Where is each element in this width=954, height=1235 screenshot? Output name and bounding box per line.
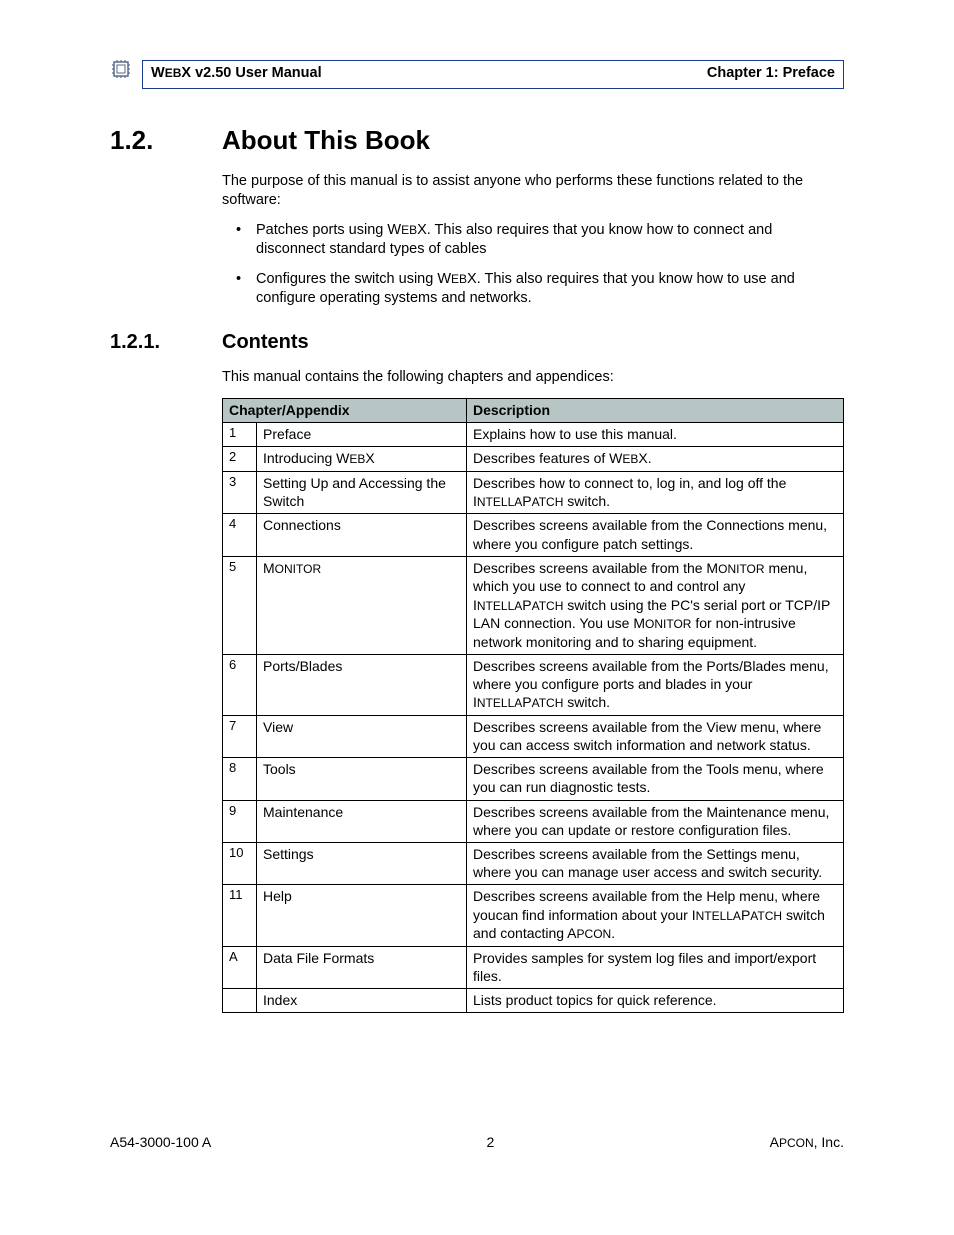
footer-company: APCON, Inc. — [770, 1133, 844, 1152]
table-row: 4ConnectionsDescribes screens available … — [223, 514, 844, 556]
section-body: The purpose of this manual is to assist … — [222, 172, 844, 309]
chip-icon — [108, 56, 134, 82]
cell-chapter-title: Introducing WEBX — [257, 446, 467, 471]
table-row: 2Introducing WEBXDescribes features of W… — [223, 446, 844, 471]
cell-description: Describes screens available from the Set… — [467, 842, 844, 884]
table-row: 1PrefaceExplains how to use this manual. — [223, 422, 844, 446]
table-row: IndexLists product topics for quick refe… — [223, 989, 844, 1013]
table-row: 9MaintenanceDescribes screens available … — [223, 800, 844, 842]
cell-chapter-title: View — [257, 715, 467, 757]
cell-chapter-title: Data File Formats — [257, 946, 467, 988]
cell-chapter-number: 3 — [223, 471, 257, 514]
cell-chapter-title: Tools — [257, 758, 467, 800]
table-row: 5MONITORDescribes screens available from… — [223, 556, 844, 654]
cell-chapter-title: Help — [257, 885, 467, 946]
cell-chapter-number: 6 — [223, 654, 257, 715]
cell-description: Describes screens available from the Mai… — [467, 800, 844, 842]
cell-description: Explains how to use this manual. — [467, 422, 844, 446]
contents-table: Chapter/Appendix Description 1PrefaceExp… — [222, 398, 844, 1014]
table-row: 3Setting Up and Accessing the SwitchDesc… — [223, 471, 844, 514]
cell-chapter-title: Connections — [257, 514, 467, 556]
table-header-row: Chapter/Appendix Description — [223, 398, 844, 422]
cell-chapter-number: 4 — [223, 514, 257, 556]
list-item: Patches ports using WEBX. This also requ… — [222, 221, 844, 260]
cell-description: Lists product topics for quick reference… — [467, 989, 844, 1013]
cell-chapter-number: 8 — [223, 758, 257, 800]
cell-description: Describes screens available from the Too… — [467, 758, 844, 800]
page-header: WEBX v2.50 User Manual Chapter 1: Prefac… — [110, 60, 844, 89]
cell-chapter-number: 7 — [223, 715, 257, 757]
intro-paragraph: The purpose of this manual is to assist … — [222, 172, 844, 211]
page-footer: A54-3000-100 A 2 APCON, Inc. — [110, 1133, 844, 1152]
section-title-text: About This Book — [222, 125, 430, 155]
cell-chapter-title: Settings — [257, 842, 467, 884]
cell-chapter-number: 1 — [223, 422, 257, 446]
subsection-heading: 1.2.1.Contents — [110, 329, 844, 356]
cell-description: Describes features of WEBX. — [467, 446, 844, 471]
cell-chapter-number: 10 — [223, 842, 257, 884]
col-header-chapter: Chapter/Appendix — [223, 398, 467, 422]
table-row: 11HelpDescribes screens available from t… — [223, 885, 844, 946]
table-row: 6Ports/BladesDescribes screens available… — [223, 654, 844, 715]
cell-description: Describes screens available from the Hel… — [467, 885, 844, 946]
section-heading: 1.2.About This Book — [110, 123, 844, 158]
cell-chapter-title: Preface — [257, 422, 467, 446]
cell-chapter-title: Setting Up and Accessing the Switch — [257, 471, 467, 514]
bullet-list: Patches ports using WEBX. This also requ… — [222, 221, 844, 309]
table-row: 7ViewDescribes screens available from th… — [223, 715, 844, 757]
footer-page-number: 2 — [487, 1133, 495, 1152]
cell-description: Describes screens available from the Vie… — [467, 715, 844, 757]
cell-chapter-number: 9 — [223, 800, 257, 842]
table-row: 10SettingsDescribes screens available fr… — [223, 842, 844, 884]
cell-description: Describes how to connect to, log in, and… — [467, 471, 844, 514]
header-right: Chapter 1: Preface — [707, 64, 835, 84]
table-row: AData File FormatsProvides samples for s… — [223, 946, 844, 988]
subsection-body: This manual contains the following chapt… — [222, 368, 844, 1013]
cell-chapter-number: 2 — [223, 446, 257, 471]
cell-description: Describes screens available from the MON… — [467, 556, 844, 654]
table-row: 8ToolsDescribes screens available from t… — [223, 758, 844, 800]
subsection-number: 1.2.1. — [110, 329, 222, 356]
cell-chapter-title: MONITOR — [257, 556, 467, 654]
cell-chapter-number: A — [223, 946, 257, 988]
cell-chapter-number — [223, 989, 257, 1013]
subsection-intro: This manual contains the following chapt… — [222, 368, 844, 388]
footer-doc-id: A54-3000-100 A — [110, 1133, 211, 1152]
subsection-title-text: Contents — [222, 331, 309, 353]
cell-chapter-number: 5 — [223, 556, 257, 654]
cell-description: Provides samples for system log files an… — [467, 946, 844, 988]
list-item: Configures the switch using WEBX. This a… — [222, 270, 844, 309]
cell-chapter-number: 11 — [223, 885, 257, 946]
header-left: WEBX v2.50 User Manual — [151, 64, 322, 84]
section-number: 1.2. — [110, 123, 222, 158]
cell-chapter-title: Maintenance — [257, 800, 467, 842]
cell-description: Describes screens available from the Con… — [467, 514, 844, 556]
cell-chapter-title: Ports/Blades — [257, 654, 467, 715]
header-bar: WEBX v2.50 User Manual Chapter 1: Prefac… — [142, 60, 844, 89]
cell-description: Describes screens available from the Por… — [467, 654, 844, 715]
cell-chapter-title: Index — [257, 989, 467, 1013]
col-header-description: Description — [467, 398, 844, 422]
